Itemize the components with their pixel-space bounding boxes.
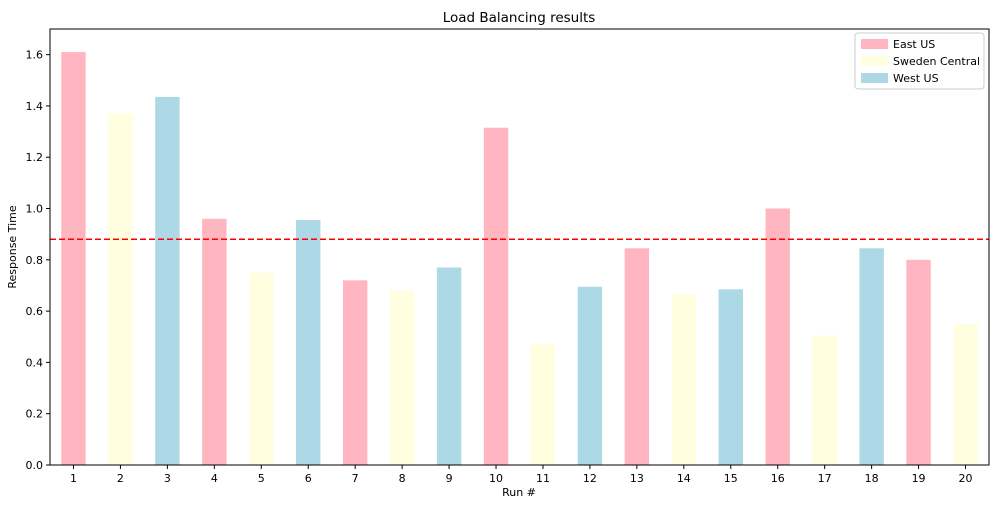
bar-run-15: [718, 289, 743, 465]
bar-run-6: [296, 220, 321, 465]
bar-run-2: [108, 113, 133, 466]
x-axis-label: Run #: [502, 486, 536, 499]
bar-run-14: [671, 294, 697, 465]
x-tick-label: 15: [724, 472, 738, 485]
chart-title: Load Balancing results: [443, 10, 596, 26]
y-tick-label: 1.2: [26, 151, 44, 164]
x-tick-label: 13: [630, 472, 644, 485]
y-tick-label: 1.6: [26, 49, 44, 62]
x-axis-ticks: 1 2 3 4 5 6 7 8 9 10 11 12 13 14 15 16 17 18 19 20: [70, 465, 973, 485]
x-tick-label: 17: [818, 472, 832, 485]
y-tick-label: 1.4: [26, 100, 44, 113]
x-tick-label: 14: [677, 472, 691, 485]
bar-run-17: [812, 335, 837, 465]
x-tick-label: 18: [865, 472, 879, 485]
x-tick-label: 2: [117, 472, 124, 485]
y-axis-label: Response Time: [6, 205, 19, 288]
y-tick-label: 1.0: [26, 203, 44, 216]
y-tick-label: 0.2: [26, 408, 44, 421]
plot-area-frame: [49, 28, 990, 466]
y-axis-ticks: 0.0 0.2 0.4 0.6 0.8 1.0 1.2 1.4 1.6: [26, 49, 50, 472]
bar-run-5: [249, 272, 274, 465]
bar-run-10: [483, 127, 509, 465]
legend-label: East US: [893, 38, 935, 51]
x-tick-label: 11: [536, 472, 550, 485]
y-tick-label: 0.0: [26, 459, 44, 472]
x-tick-label: 7: [352, 472, 359, 485]
x-tick-label: 19: [912, 472, 926, 485]
legend-swatch: [861, 73, 888, 83]
x-tick-label: 3: [164, 472, 171, 485]
bar-run-8: [389, 290, 415, 465]
x-tick-label: 12: [583, 472, 597, 485]
x-tick-label: 10: [489, 472, 503, 485]
bar-run-3: [155, 96, 180, 465]
legend-swatch: [861, 56, 888, 66]
bar-run-20: [953, 323, 978, 465]
legend-swatch: [861, 39, 888, 49]
x-tick-label: 5: [258, 472, 265, 485]
bar-run-13: [624, 248, 650, 465]
y-tick-label: 0.8: [26, 254, 44, 267]
bar-run-9: [436, 267, 462, 465]
legend-label: West US: [893, 72, 939, 85]
legend-label: Sweden Central: [893, 55, 980, 68]
bar-run-1: [61, 52, 86, 466]
x-tick-label: 16: [771, 472, 785, 485]
x-tick-label: 8: [399, 472, 406, 485]
bar-run-18: [859, 248, 884, 465]
bars-group: [61, 52, 978, 466]
bar-run-12: [577, 286, 603, 465]
bar-run-7: [342, 280, 368, 465]
y-tick-label: 0.4: [26, 356, 44, 369]
x-tick-label: 6: [305, 472, 312, 485]
x-tick-label: 20: [959, 472, 973, 485]
x-tick-label: 4: [211, 472, 218, 485]
x-tick-label: 1: [70, 472, 77, 485]
legend: East US Sweden Central West US: [854, 32, 985, 90]
bar-run-11: [530, 344, 556, 465]
bar-run-4: [202, 218, 227, 465]
bar-run-16: [765, 208, 790, 465]
y-tick-label: 0.6: [26, 305, 44, 318]
x-tick-label: 9: [446, 472, 453, 485]
bar-run-19: [906, 259, 931, 465]
